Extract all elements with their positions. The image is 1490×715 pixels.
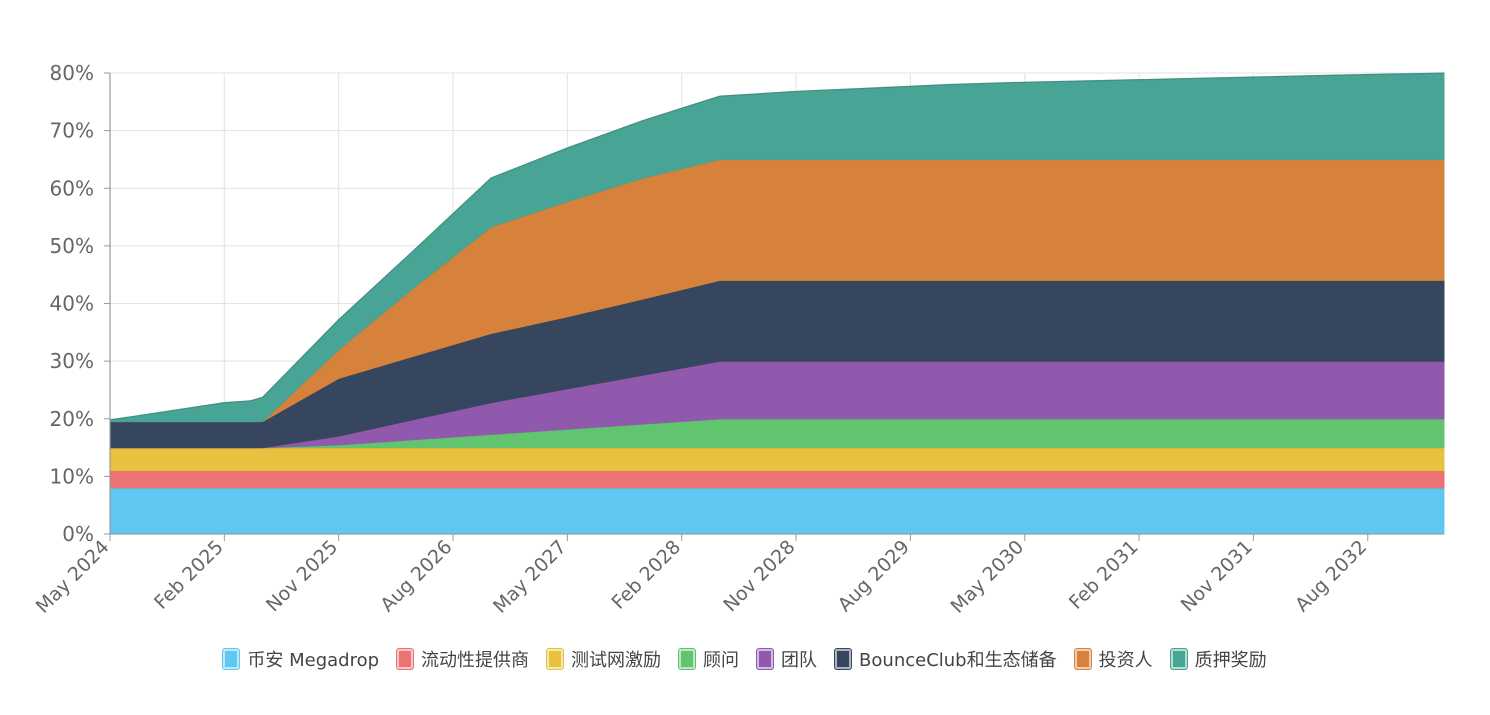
x-axis-ticks: May 2024 Feb 2025 Nov 2025 Aug 2026 May 2027… <box>32 536 1372 618</box>
x-tick-label: Nov 2028 <box>719 536 799 616</box>
x-tick-label: Aug 2032 <box>1291 536 1371 616</box>
y-tick-label: 10% <box>50 464 94 488</box>
area-series-0 <box>109 487 1445 535</box>
legend-label: 币安 Megadrop <box>247 650 380 671</box>
legend-item[interactable]: 团队 <box>757 646 817 672</box>
legend-label: 质押奖励 <box>1194 650 1267 671</box>
legend-item[interactable]: 测试网激励 <box>547 646 661 672</box>
legend-item[interactable]: 币安 Megadrop <box>223 646 379 672</box>
y-tick-label: 50% <box>50 234 94 258</box>
legend-swatch <box>397 649 414 669</box>
legend-swatch <box>835 649 852 669</box>
legend-item[interactable]: 顾问 <box>679 646 739 672</box>
legend-swatch <box>223 649 240 669</box>
x-tick-label: Feb 2031 <box>1065 536 1143 614</box>
chart-areas <box>109 72 1445 535</box>
x-tick-label: May 2027 <box>489 536 571 618</box>
legend-swatch <box>679 649 696 669</box>
y-tick-label: 40% <box>50 292 94 316</box>
legend-label: 团队 <box>781 650 818 671</box>
area-series-2 <box>109 447 1445 472</box>
legend-item[interactable]: BounceClub和生态储备 <box>835 646 1057 672</box>
legend-label: 顾问 <box>703 650 740 671</box>
y-tick-label: 30% <box>50 349 94 373</box>
x-tick-label: Nov 2031 <box>1177 536 1257 616</box>
legend-label: BounceClub和生态储备 <box>859 650 1057 671</box>
x-tick-label: Feb 2025 <box>150 536 228 614</box>
area-series-7 <box>109 72 1445 423</box>
legend-item[interactable]: 投资人 <box>1074 646 1153 672</box>
y-tick-label: 0% <box>62 522 94 546</box>
chart-axes <box>104 72 1444 541</box>
area-series-edge-7 <box>109 72 1445 421</box>
x-tick-label: Nov 2025 <box>262 536 342 616</box>
legend-swatch <box>547 649 564 669</box>
legend-label: 流动性提供商 <box>421 650 530 671</box>
legend-item[interactable]: 质押奖励 <box>1170 646 1267 672</box>
y-axis-ticks: 0% 10% 20% 30% 40% 50% 60% 70% 80% <box>50 61 94 546</box>
y-tick-label: 70% <box>50 119 94 143</box>
area-series-1 <box>109 470 1445 489</box>
legend-label: 投资人 <box>1098 650 1153 671</box>
legend-swatch <box>1074 649 1091 669</box>
y-tick-label: 20% <box>50 407 94 431</box>
legend-swatch <box>757 649 774 669</box>
y-tick-label: 60% <box>50 176 94 200</box>
legend-item[interactable]: 流动性提供商 <box>397 646 529 672</box>
x-tick-label: Aug 2026 <box>376 536 456 616</box>
x-tick-label: Feb 2028 <box>607 536 685 614</box>
chart-legend: 币安 Megadrop 流动性提供商 测试网激励 顾问 团队 BounceClub和生态储… <box>0 646 1490 672</box>
x-tick-label: Aug 2029 <box>834 536 914 616</box>
x-tick-label: May 2030 <box>946 536 1028 618</box>
legend-label: 测试网激励 <box>571 650 662 671</box>
x-tick-label: May 2024 <box>32 536 114 618</box>
y-tick-label: 80% <box>50 61 94 85</box>
legend-swatch <box>1170 649 1187 669</box>
